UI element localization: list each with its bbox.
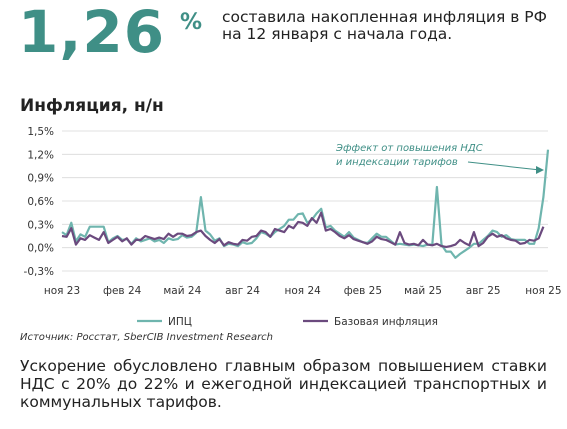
y-axis-ticks: 1,5% 1,2% 0,9% 0,6% 0,3% 0,0% -0,3%	[24, 126, 54, 278]
y-tick-label: 0,0%	[27, 243, 54, 255]
x-tick-label: ноя 23	[44, 285, 80, 297]
x-tick-label: авг 25	[466, 285, 501, 297]
headline-text: составила накопленная инфляция в РФ на 1…	[222, 8, 547, 43]
x-tick-label: май 24	[163, 285, 201, 297]
series-layer	[61, 149, 550, 259]
y-tick-label: 1,2%	[27, 149, 54, 161]
headline-value: 1,26	[18, 0, 166, 66]
x-tick-label: ноя 25	[525, 285, 561, 297]
x-tick-label: май 25	[404, 285, 442, 297]
bottom-commentary: Ускорение обусловлено главным образом по…	[20, 357, 547, 411]
y-tick-label: 1,5%	[27, 126, 54, 138]
x-tick-label: фев 24	[103, 285, 142, 297]
annotation-arrow-line	[467, 161, 541, 171]
y-tick-label: -0,3%	[24, 266, 54, 278]
legend-label-cpi: ИПЦ	[168, 316, 192, 328]
legend-label-core: Базовая инфляция	[334, 316, 438, 328]
annotation-layer: Эффект от повышения НДС и индексации тар…	[335, 143, 544, 174]
series-line-core	[61, 211, 545, 248]
chart-title: Инфляция, н/н	[20, 96, 164, 116]
x-tick-label: фев 25	[344, 285, 382, 297]
headline-unit: %	[180, 10, 203, 35]
inflation-line-chart: 1,5% 1,2% 0,9% 0,6% 0,3% 0,0% -0,3% ноя 23 фев …	[24, 126, 562, 328]
annotation-text-line-1: Эффект от повышения НДС	[335, 143, 483, 154]
series-line-cpi	[61, 149, 550, 259]
annotation-arrow-head-icon	[536, 166, 544, 174]
x-tick-label: авг 24	[225, 285, 260, 297]
y-tick-label: 0,6%	[27, 196, 54, 208]
annotation-text-line-2: и индексации тарифов	[336, 157, 458, 168]
y-tick-label: 0,3%	[27, 219, 54, 231]
legend: ИПЦ Базовая инфляция	[137, 316, 438, 328]
source-note: Источник: Росстат, SberCIB Investment Re…	[20, 332, 274, 343]
y-tick-label: 0,9%	[27, 173, 54, 185]
x-tick-label: ноя 24	[285, 285, 322, 297]
x-axis-ticks: ноя 23 фев 24 май 24 авг 24 ноя 24 фев 25 май …	[44, 285, 562, 297]
